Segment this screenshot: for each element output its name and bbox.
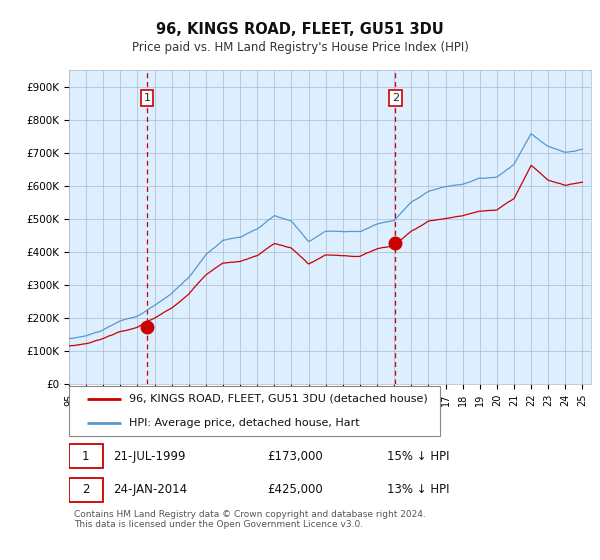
Text: 13% ↓ HPI: 13% ↓ HPI bbox=[388, 483, 450, 496]
Text: 1: 1 bbox=[143, 93, 151, 103]
FancyBboxPatch shape bbox=[69, 386, 440, 436]
Text: 96, KINGS ROAD, FLEET, GU51 3DU (detached house): 96, KINGS ROAD, FLEET, GU51 3DU (detache… bbox=[129, 394, 428, 404]
Text: £425,000: £425,000 bbox=[268, 483, 323, 496]
Text: Contains HM Land Registry data © Crown copyright and database right 2024.
This d: Contains HM Land Registry data © Crown c… bbox=[74, 510, 426, 529]
Text: 24-JAN-2014: 24-JAN-2014 bbox=[113, 483, 187, 496]
FancyBboxPatch shape bbox=[69, 444, 103, 468]
Text: 2: 2 bbox=[392, 93, 399, 103]
Text: HPI: Average price, detached house, Hart: HPI: Average price, detached house, Hart bbox=[129, 418, 359, 428]
Text: 2: 2 bbox=[82, 483, 89, 496]
Text: 21-JUL-1999: 21-JUL-1999 bbox=[113, 450, 186, 463]
Text: 96, KINGS ROAD, FLEET, GU51 3DU: 96, KINGS ROAD, FLEET, GU51 3DU bbox=[156, 22, 444, 36]
Text: £173,000: £173,000 bbox=[268, 450, 323, 463]
Text: 15% ↓ HPI: 15% ↓ HPI bbox=[388, 450, 450, 463]
Text: Price paid vs. HM Land Registry's House Price Index (HPI): Price paid vs. HM Land Registry's House … bbox=[131, 41, 469, 54]
Text: 1: 1 bbox=[82, 450, 89, 463]
FancyBboxPatch shape bbox=[69, 478, 103, 502]
